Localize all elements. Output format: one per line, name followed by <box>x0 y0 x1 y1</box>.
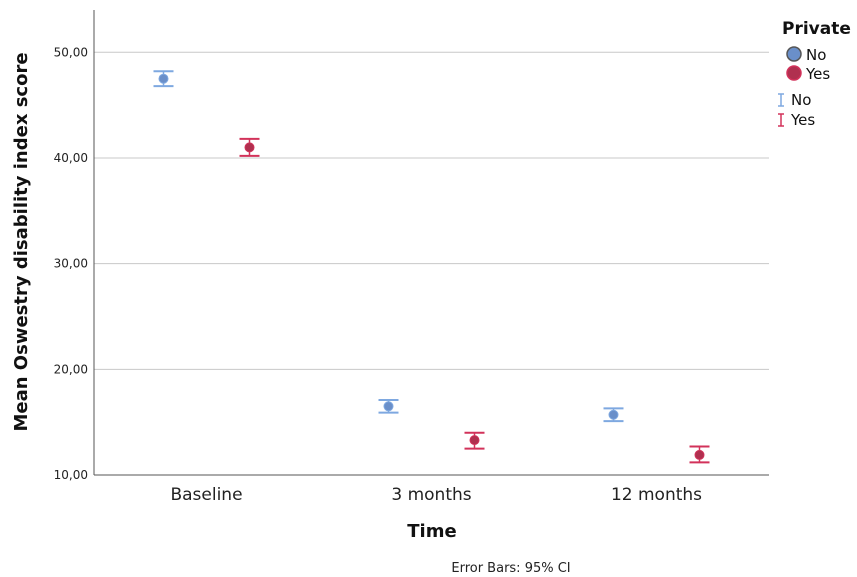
grid-lines <box>94 51 769 370</box>
legend-marker-circle <box>786 46 802 62</box>
x-tick-label: 12 months <box>611 485 702 505</box>
error-bar-point <box>378 398 399 414</box>
error-bar-point <box>153 70 174 88</box>
error-bars-note: Error Bars: 95% CI <box>451 561 570 576</box>
error-bar-point <box>689 445 710 464</box>
mean-point <box>244 142 255 153</box>
mean-point <box>383 401 394 412</box>
x-axis-title: Time <box>407 521 456 542</box>
legend-label-errorbar: No <box>791 91 811 109</box>
error-bar-point <box>464 431 485 450</box>
mean-point <box>158 73 169 84</box>
legend-label-point: No <box>806 46 826 64</box>
x-tick-labels: Baseline 3 months 12 months <box>170 485 702 505</box>
legend-label-point: Yes <box>805 65 830 83</box>
error-bar-point <box>239 137 260 157</box>
y-tick-label: 10,00 <box>54 468 88 482</box>
y-axis-title: Mean Oswestry disability index score <box>11 52 32 431</box>
legend-marker-circle <box>786 65 802 81</box>
y-tick-labels: 10,00 20,00 30,00 40,00 50,00 <box>54 45 88 482</box>
y-tick-label: 50,00 <box>54 45 88 59</box>
legend-title: Private <box>782 19 851 39</box>
error-bar-point <box>603 407 624 423</box>
mean-point <box>608 409 619 420</box>
data-marks <box>153 70 710 464</box>
mean-point <box>469 435 480 446</box>
mean-point <box>694 449 705 460</box>
y-tick-label: 20,00 <box>54 362 88 376</box>
y-tick-label: 40,00 <box>54 151 88 165</box>
x-tick-label: Baseline <box>170 485 242 505</box>
x-tick-label: 3 months <box>391 485 471 505</box>
legend-label-errorbar: Yes <box>790 111 815 129</box>
y-tick-label: 30,00 <box>54 257 88 271</box>
